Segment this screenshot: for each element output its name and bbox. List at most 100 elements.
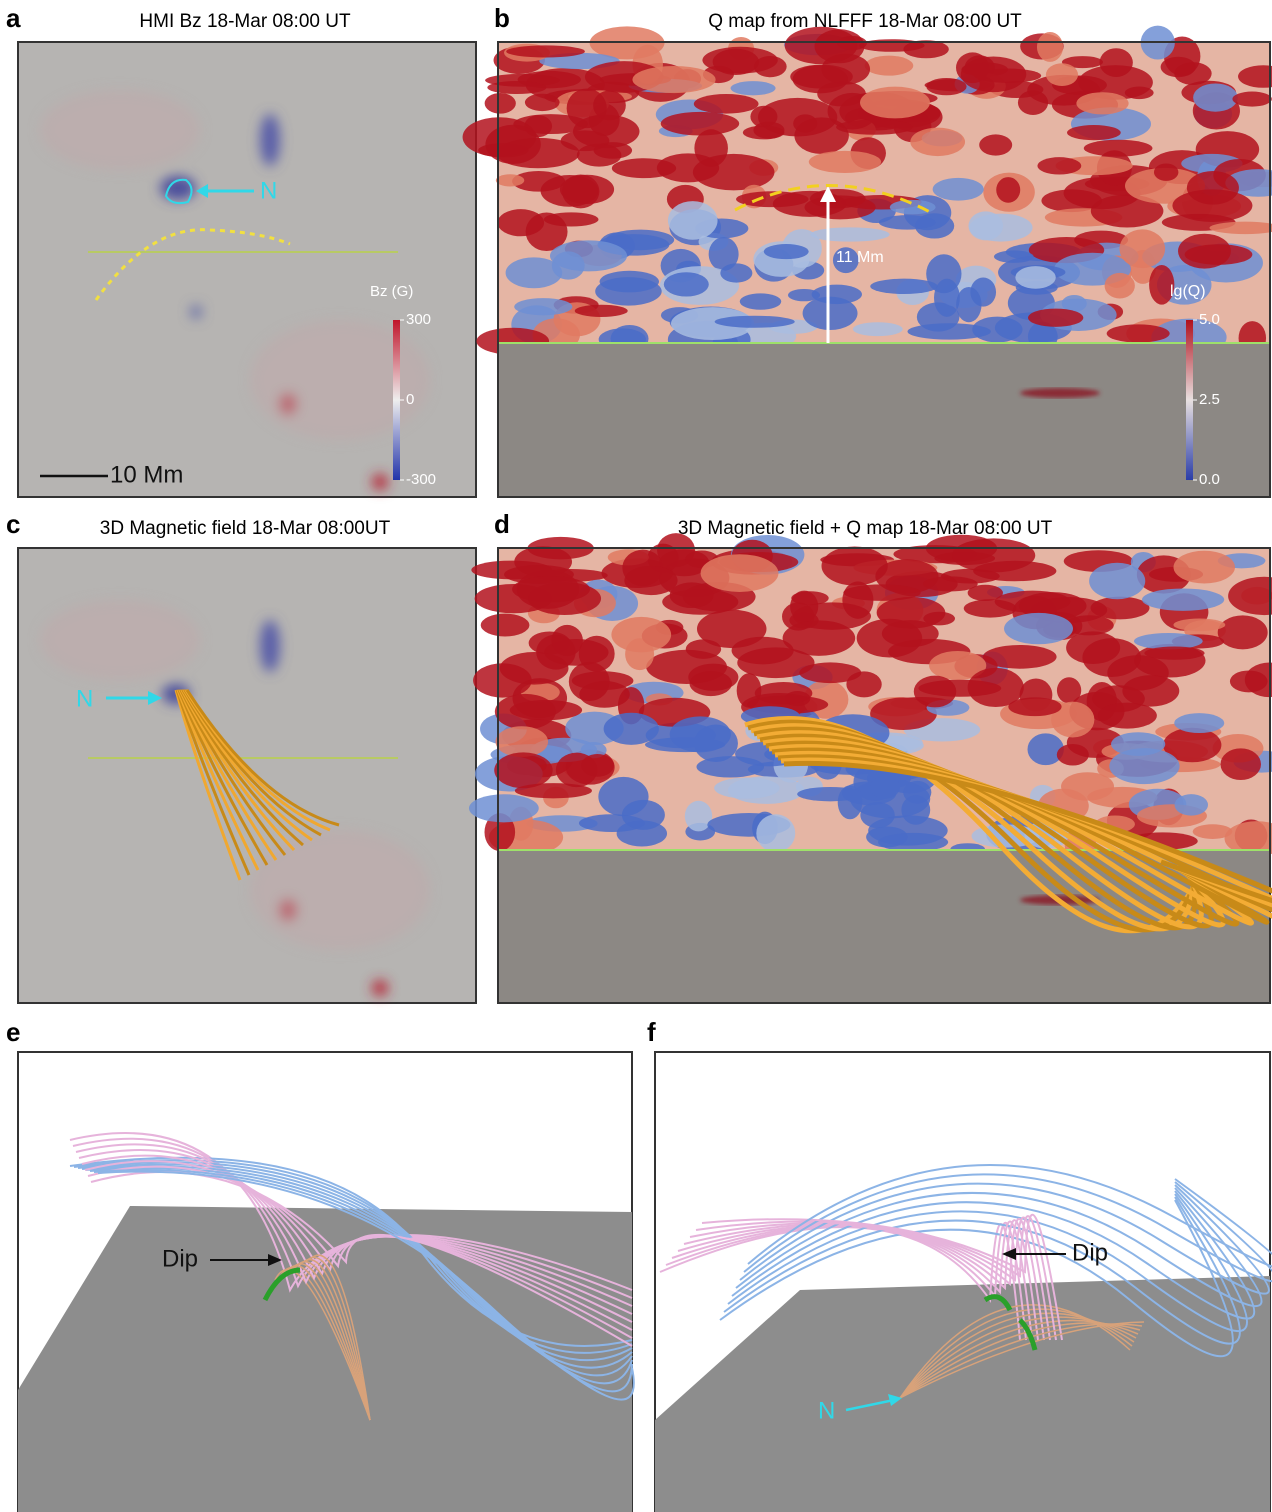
q-patch bbox=[793, 65, 848, 93]
q-patch bbox=[469, 794, 539, 822]
q-patch bbox=[670, 582, 714, 608]
colorbar bbox=[1186, 320, 1193, 480]
q-patch bbox=[1174, 713, 1224, 733]
q-patch bbox=[1144, 646, 1204, 659]
q-patch bbox=[979, 134, 1012, 155]
panel-d: d 3D Magnetic field + Q map 18-Mar 08:00… bbox=[469, 509, 1272, 1003]
colorbar-tick-label: 0 bbox=[406, 391, 414, 408]
q-patch bbox=[1076, 92, 1128, 114]
q-patch bbox=[611, 617, 671, 652]
colorbar bbox=[393, 320, 400, 480]
q-patch bbox=[1173, 618, 1225, 631]
figure: a HMI Bz 18-Mar 08:00 UT N 10 Mm Bz (G) … bbox=[0, 0, 1272, 1512]
q-patch bbox=[934, 279, 960, 317]
annotation: N bbox=[76, 685, 93, 712]
q-patch bbox=[1037, 157, 1081, 174]
q-patch bbox=[877, 597, 946, 629]
q-patch bbox=[525, 94, 560, 111]
q-patch bbox=[1105, 273, 1135, 299]
q-patch bbox=[879, 215, 936, 229]
q-patch bbox=[632, 66, 715, 93]
photosphere bbox=[18, 1206, 632, 1512]
q-patch bbox=[1174, 551, 1235, 584]
q-patch bbox=[1175, 794, 1208, 815]
ground bbox=[498, 343, 1270, 497]
q-patch bbox=[544, 212, 599, 226]
q-patch bbox=[1107, 324, 1170, 342]
q-patch bbox=[870, 279, 937, 294]
q-patch bbox=[803, 297, 858, 330]
q-patch bbox=[901, 795, 930, 825]
q-patch bbox=[983, 645, 1057, 669]
annotation: 11 Mm bbox=[836, 249, 884, 266]
q-patch bbox=[595, 277, 661, 305]
q-patch bbox=[843, 584, 920, 600]
q-patch bbox=[1172, 189, 1252, 222]
q-patch bbox=[1028, 733, 1064, 765]
q-patch bbox=[1154, 163, 1178, 180]
ground-streak bbox=[1020, 388, 1100, 398]
q-patch bbox=[552, 251, 585, 279]
q-patch bbox=[668, 201, 718, 240]
q-patch bbox=[783, 620, 856, 656]
panel-title: HMI Bz 18-Mar 08:00 UT bbox=[139, 11, 351, 32]
q-patch bbox=[755, 682, 813, 704]
q-patch bbox=[624, 566, 677, 595]
q-patch bbox=[1008, 697, 1061, 716]
q-patch bbox=[657, 153, 719, 182]
q-patch bbox=[743, 126, 785, 140]
q-patch bbox=[1218, 615, 1268, 649]
q-patch bbox=[1067, 125, 1121, 140]
q-patch bbox=[964, 599, 1017, 617]
colorbar-tick-label: 2.5 bbox=[1199, 391, 1220, 408]
q-patch bbox=[764, 244, 809, 259]
q-patch bbox=[575, 305, 628, 317]
q-patch bbox=[952, 538, 1035, 572]
panel-b: b Q map from NLFFF 18-Mar 08:00 UT 11 Mm… bbox=[463, 3, 1272, 497]
panel-e: e Dip bbox=[6, 1017, 634, 1512]
panel-label: f bbox=[647, 1017, 656, 1047]
q-patch bbox=[485, 93, 516, 114]
q-patch bbox=[714, 777, 779, 798]
q-patch bbox=[556, 753, 598, 788]
q-patch bbox=[809, 151, 881, 173]
q-patch bbox=[487, 81, 546, 94]
q-patch bbox=[860, 87, 930, 119]
panel-title: 3D Magnetic field + Q map 18-Mar 08:00 U… bbox=[678, 518, 1053, 539]
panel-label: c bbox=[6, 509, 20, 539]
panel-label: e bbox=[6, 1017, 20, 1047]
q-patch bbox=[870, 776, 900, 799]
q-patch bbox=[1220, 748, 1261, 780]
q-patch bbox=[485, 125, 540, 164]
q-patch bbox=[794, 117, 848, 154]
q-patch bbox=[604, 713, 659, 745]
q-patch bbox=[1037, 32, 1063, 62]
q-patch bbox=[495, 694, 556, 730]
colorbar-tick-label: 0.0 bbox=[1199, 471, 1220, 488]
colorbar-tick-label: 5.0 bbox=[1199, 311, 1220, 328]
q-patch bbox=[810, 227, 889, 241]
q-patch bbox=[865, 56, 914, 76]
q-patch bbox=[1091, 597, 1150, 620]
q-patch bbox=[815, 29, 865, 63]
q-patch bbox=[514, 298, 572, 315]
q-patch bbox=[994, 250, 1034, 263]
q-patch bbox=[1185, 244, 1253, 265]
panel-title: 3D Magnetic field 18-Mar 08:00UT bbox=[100, 518, 391, 539]
annotation: Dip bbox=[162, 1245, 198, 1272]
annotation: 10 Mm bbox=[110, 461, 183, 488]
q-patch bbox=[1089, 563, 1145, 599]
colorbar-tick-label: 300 bbox=[406, 311, 431, 328]
panel-f: f Dip N bbox=[647, 1017, 1272, 1512]
q-patch bbox=[593, 90, 626, 120]
panel-a: a HMI Bz 18-Mar 08:00 UT N 10 Mm Bz (G) bbox=[6, 3, 476, 497]
q-patch bbox=[1046, 63, 1078, 86]
q-patch bbox=[910, 128, 965, 156]
q-patch bbox=[907, 323, 990, 339]
q-patch bbox=[860, 802, 894, 828]
q-patch bbox=[713, 49, 759, 75]
q-patch bbox=[715, 316, 795, 328]
q-patch bbox=[853, 322, 903, 336]
q-patch bbox=[1142, 588, 1224, 610]
q-patch bbox=[506, 45, 585, 57]
